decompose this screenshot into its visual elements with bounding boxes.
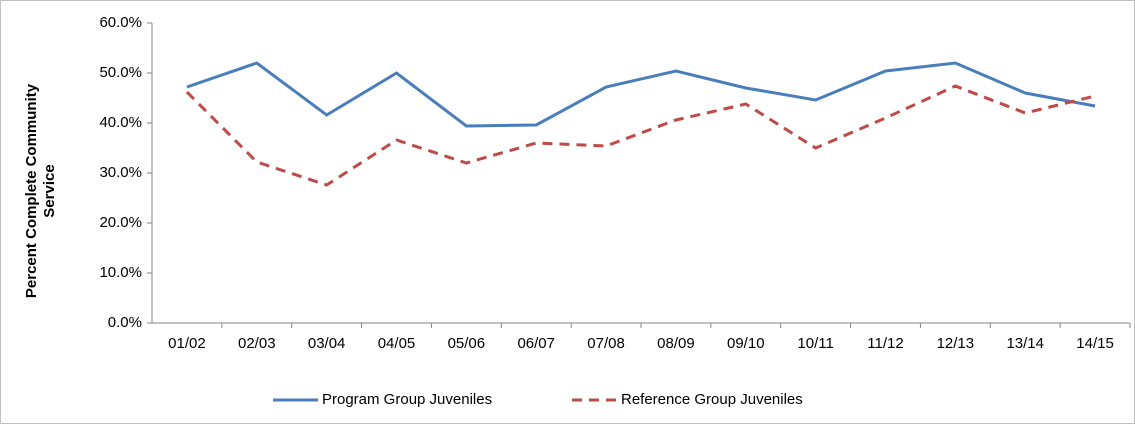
x-tick-label: 10/11 (797, 335, 833, 352)
x-tick-label: 08/09 (657, 335, 695, 352)
data-line (186, 61, 1096, 128)
x-tick-label: 01/02 (168, 335, 206, 352)
y-tick-label: 50.0% (99, 64, 142, 81)
x-tick-label: 13/14 (1006, 335, 1044, 352)
y-tick-label: 0.0% (108, 314, 142, 331)
x-tick-label: 02/03 (238, 335, 276, 352)
y-tick-label: 30.0% (99, 164, 142, 181)
x-tick-label: 04/05 (378, 335, 416, 352)
y-tick-label: 40.0% (99, 114, 142, 131)
x-tick-label: 07/08 (587, 335, 625, 352)
x-tick-label: 12/13 (937, 335, 975, 352)
legend-label: Program Group Juveniles (322, 391, 492, 408)
x-tick-label: 09/10 (727, 335, 765, 352)
data-line (185, 84, 1096, 187)
x-tick-label: 14/15 (1076, 335, 1114, 352)
x-tick-label: 03/04 (308, 335, 346, 352)
y-tick-label: 20.0% (99, 214, 142, 231)
legend-label: Reference Group Juveniles (621, 391, 803, 408)
x-tick-label: 05/06 (448, 335, 486, 352)
x-tick-label: 06/07 (517, 335, 555, 352)
y-axis-title: Percent Complete Community Service (23, 83, 58, 299)
x-tick-label: 11/12 (867, 335, 903, 352)
y-tick-label: 10.0% (99, 264, 142, 281)
y-tick-label: 60.0% (99, 14, 142, 31)
